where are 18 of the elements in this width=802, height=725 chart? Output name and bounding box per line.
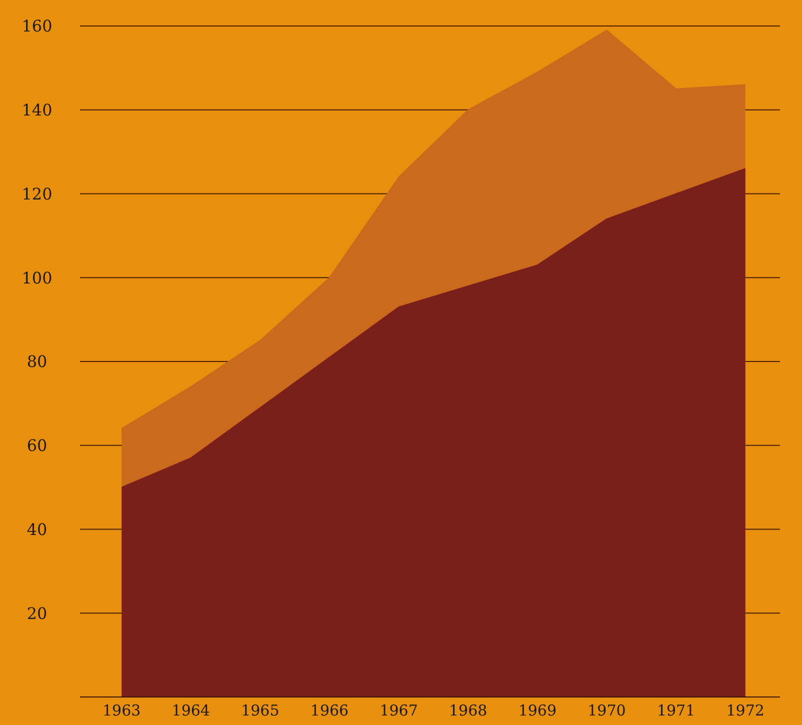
x-tick-label: 1966 [310,702,349,720]
x-tick-label: 1969 [518,702,557,720]
y-tick-label: 120 [22,184,52,204]
y-tick-label: 140 [22,100,52,120]
x-tick-label: 1967 [380,702,418,720]
x-tick-label: 1972 [726,702,764,720]
x-tick-label: 1964 [172,702,210,720]
y-tick-label: 20 [26,604,48,623]
x-tick-label: 1970 [588,702,626,720]
x-tick-label: 1968 [449,702,488,720]
y-tick-label: 100 [22,268,52,288]
y-tick-label: 40 [26,520,48,539]
x-tick-label: 1971 [656,702,696,720]
x-tick-label: 1965 [241,702,280,720]
y-tick-label: 160 [22,16,52,36]
x-tick-label: 1963 [102,702,141,720]
y-tick-label: 60 [26,436,48,456]
y-tick-label: 80 [26,352,48,372]
